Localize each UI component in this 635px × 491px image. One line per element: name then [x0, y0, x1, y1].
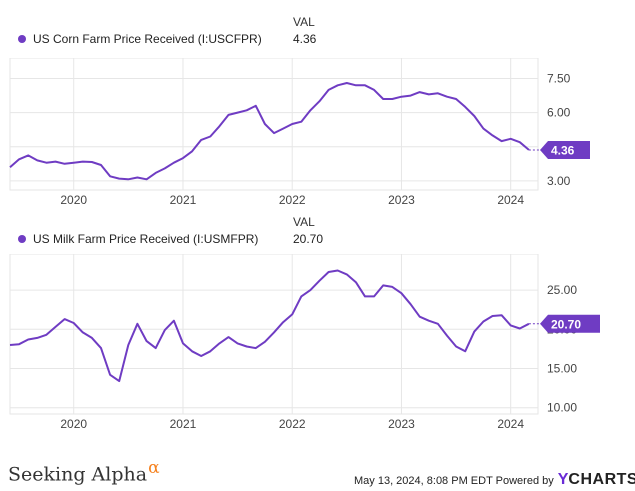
x-tick-label: 2022	[279, 193, 306, 207]
series-line[interactable]	[9, 82, 530, 181]
alpha-icon: α	[148, 458, 160, 478]
x-tick-label: 2021	[170, 193, 197, 207]
y-tick-label: 7.50	[547, 71, 571, 85]
ycharts-y-logo: Y	[557, 471, 569, 488]
milk-price-chart[interactable]: 10.0015.0020.0025.0020202021202220232024…	[0, 254, 635, 434]
chart1-series-dot-icon	[18, 35, 26, 43]
y-tick-label: 3.00	[547, 174, 571, 188]
x-tick-label: 2024	[497, 417, 524, 431]
y-tick-label: 10.00	[547, 401, 577, 415]
footer-attribution: May 13, 2024, 8:08 PM EDT Powered by YCHA…	[354, 471, 635, 489]
x-tick-label: 2023	[388, 193, 415, 207]
y-tick-label: 15.00	[547, 362, 577, 376]
chart1-legend: VAL US Corn Farm Price Received (I:USCFP…	[0, 12, 635, 52]
series-line[interactable]	[9, 269, 530, 383]
plot-frame	[9, 254, 539, 415]
chart1-series-name[interactable]: US Corn Farm Price Received (I:USCFPR)	[33, 32, 262, 46]
last-value-tag	[540, 314, 600, 333]
last-value-label: 4.36	[551, 143, 575, 157]
x-tick-label: 2022	[279, 417, 306, 431]
plot-frame	[9, 58, 539, 191]
y-tick-label: 6.00	[547, 106, 571, 120]
chart1-val-header: VAL	[293, 15, 315, 29]
chart2-series-dot-icon	[18, 235, 26, 243]
x-tick-label: 2020	[60, 193, 87, 207]
x-tick-label: 2024	[497, 193, 524, 207]
chart2-val-header: VAL	[293, 215, 315, 229]
last-value-label: 20.70	[551, 317, 581, 331]
last-value-tag	[540, 140, 590, 159]
y-tick-label: 25.00	[547, 283, 577, 297]
chart1-series-value: 4.36	[293, 32, 317, 46]
x-tick-label: 2023	[388, 417, 415, 431]
chart2-series-name[interactable]: US Milk Farm Price Received (I:USMFPR)	[33, 232, 259, 246]
seeking-alpha-text: Seeking Alpha	[8, 463, 148, 486]
chart2-series-value: 20.70	[293, 232, 324, 246]
ycharts-logo-text: CHARTS	[568, 471, 635, 488]
x-tick-label: 2021	[170, 417, 197, 431]
footer-timestamp: May 13, 2024, 8:08 PM EDT Powered by	[354, 475, 554, 487]
seeking-alpha-logo: Seeking Alphaα	[8, 458, 160, 485]
chart2-legend: VAL US Milk Farm Price Received (I:USMFP…	[0, 212, 635, 252]
x-tick-label: 2020	[60, 417, 87, 431]
